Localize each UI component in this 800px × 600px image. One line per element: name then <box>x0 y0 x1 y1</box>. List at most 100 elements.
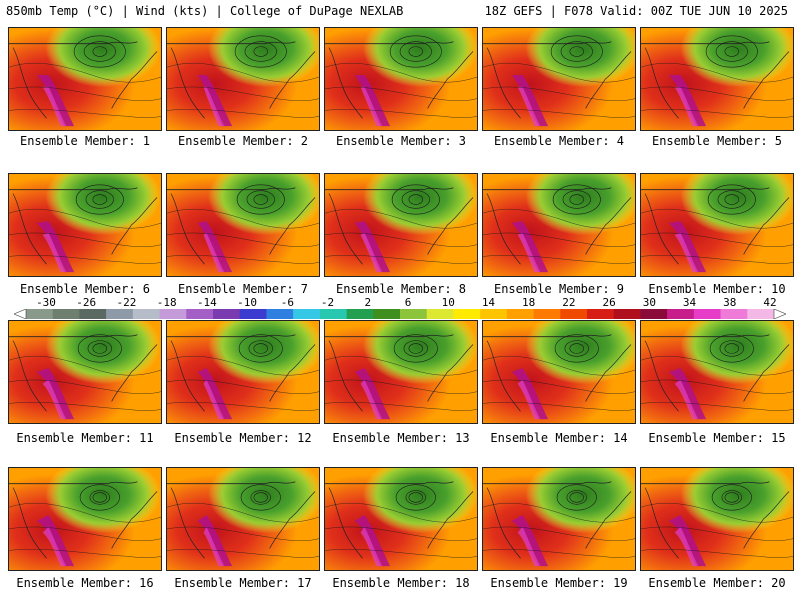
ensemble-member-label: Ensemble Member: 12 <box>174 431 312 445</box>
colorbar-swatch <box>52 309 80 319</box>
temperature-wind-map <box>483 468 635 570</box>
ensemble-member-map <box>8 320 162 424</box>
temperature-wind-map <box>325 28 477 130</box>
colorbar-swatch <box>613 309 641 319</box>
ensemble-member-map <box>640 320 794 424</box>
ensemble-member-map <box>166 27 320 131</box>
ensemble-member-label: Ensemble Member: 6 <box>19 282 151 296</box>
ensemble-member-map <box>166 467 320 571</box>
colorbar-swatch <box>480 309 508 319</box>
ensemble-member-label: Ensemble Member: 14 <box>490 431 628 445</box>
ensemble-member-map <box>8 467 162 571</box>
ensemble-member-label: Ensemble Member: 3 <box>335 134 467 148</box>
colorbar-swatch <box>26 309 54 319</box>
colorbar-tick-label: 26 <box>602 296 616 309</box>
ensemble-member-label: Ensemble Member: 1 <box>19 134 151 148</box>
colorbar-swatch <box>747 309 775 319</box>
colorbar-left-arrow <box>14 309 27 319</box>
colorbar-swatch <box>426 309 454 319</box>
temperature-wind-map <box>483 28 635 130</box>
ensemble-member-map <box>8 27 162 131</box>
colorbar-tick-label: -10 <box>237 296 258 309</box>
temperature-wind-map <box>167 321 319 423</box>
ensemble-member-label: Ensemble Member: 17 <box>174 576 312 590</box>
colorbar-tick-label: 18 <box>522 296 536 309</box>
ensemble-member-map <box>324 467 478 571</box>
colorbar-tick-label: 22 <box>562 296 576 309</box>
ensemble-member-label: Ensemble Member: 16 <box>16 576 154 590</box>
ensemble-member-label: Ensemble Member: 4 <box>493 134 625 148</box>
temperature-wind-map <box>167 28 319 130</box>
colorbar-swatch <box>587 309 615 319</box>
ensemble-member-label: Ensemble Member: 18 <box>332 576 470 590</box>
colorbar-swatch <box>186 309 214 319</box>
temperature-wind-map <box>9 28 161 130</box>
colorbar-swatch <box>319 309 347 319</box>
temperature-wind-map <box>325 174 477 276</box>
temperature-wind-map <box>483 174 635 276</box>
ensemble-member-label: Ensemble Member: 8 <box>335 282 467 296</box>
header: 850mb Temp (°C) | Wind (kts) | College o… <box>0 0 800 22</box>
colorbar-tick-label: 42 <box>763 296 777 309</box>
temperature-wind-map <box>641 174 793 276</box>
ensemble-member-map <box>640 173 794 277</box>
colorbar-swatch <box>79 309 107 319</box>
ensemble-member-label: Ensemble Member: 2 <box>177 134 309 148</box>
colorbar-tick-label: 6 <box>404 296 412 309</box>
ensemble-member-map <box>166 173 320 277</box>
colorbar-swatch <box>720 309 748 319</box>
ensemble-member-map <box>640 467 794 571</box>
ensemble-member-map <box>324 320 478 424</box>
colorbar-right-arrow <box>773 309 786 319</box>
colorbar-tick-label: -18 <box>156 296 177 309</box>
colorbar-tick-label: -22 <box>116 296 137 309</box>
colorbar-tick-label: 38 <box>723 296 737 309</box>
run-valid-time: 18Z GEFS | F078 Valid: 00Z TUE JUN 10 20… <box>484 4 788 18</box>
ensemble-member-map <box>8 173 162 277</box>
colorbar-tick-label: -14 <box>196 296 217 309</box>
colorbar-tick-label: 14 <box>481 296 496 309</box>
map-title: 850mb Temp (°C) | Wind (kts) | College o… <box>6 4 404 18</box>
ensemble-member-map <box>324 173 478 277</box>
colorbar-swatch <box>667 309 695 319</box>
ensemble-member-label: Ensemble Member: 5 <box>651 134 783 148</box>
temperature-wind-map <box>641 28 793 130</box>
colorbar-swatch <box>693 309 721 319</box>
colorbar-swatches <box>14 309 786 319</box>
temperature-wind-map <box>9 468 161 570</box>
colorbar-swatch <box>213 309 241 319</box>
colorbar-swatch <box>533 309 561 319</box>
colorbar-tick-label: 2 <box>364 296 372 309</box>
temperature-wind-map <box>483 321 635 423</box>
ensemble-member-map <box>482 27 636 131</box>
ensemble-member-label: Ensemble Member: 15 <box>648 431 786 445</box>
colorbar-tick-labels: -30 -26 -22 -18 -14 -10 -6 -2 2 6 10 14 18 22 26 30 34 38… <box>14 296 786 309</box>
colorbar-swatch <box>346 309 374 319</box>
colorbar-swatch <box>266 309 294 319</box>
temperature-wind-map <box>167 174 319 276</box>
colorbar-tick-label: -30 <box>36 296 56 309</box>
colorbar-swatch <box>560 309 588 319</box>
temperature-wind-map <box>641 468 793 570</box>
ensemble-member-map <box>324 27 478 131</box>
ensemble-member-map <box>482 320 636 424</box>
colorbar-tick-label: -2 <box>320 296 335 309</box>
ensemble-member-map <box>482 173 636 277</box>
colorbar-tick-label: 34 <box>682 296 697 309</box>
temperature-wind-map <box>9 174 161 276</box>
colorbar-swatch <box>159 309 187 319</box>
colorbar-swatch <box>640 309 668 319</box>
ensemble-member-map <box>640 27 794 131</box>
colorbar-tick-label: -26 <box>76 296 97 309</box>
ensemble-member-map <box>166 320 320 424</box>
colorbar-swatch <box>106 309 134 319</box>
ensemble-member-label: Ensemble Member: 19 <box>490 576 628 590</box>
ensemble-member-label: Ensemble Member: 13 <box>332 431 470 445</box>
ensemble-member-label: Ensemble Member: 10 <box>648 282 786 296</box>
colorbar-tick-label: 10 <box>441 296 455 309</box>
ensemble-member-map <box>482 467 636 571</box>
colorbar-tick-label: 30 <box>642 296 656 309</box>
ensemble-member-label: Ensemble Member: 20 <box>648 576 786 590</box>
colorbar-swatch <box>373 309 401 319</box>
ensemble-member-label: Ensemble Member: 7 <box>177 282 309 296</box>
